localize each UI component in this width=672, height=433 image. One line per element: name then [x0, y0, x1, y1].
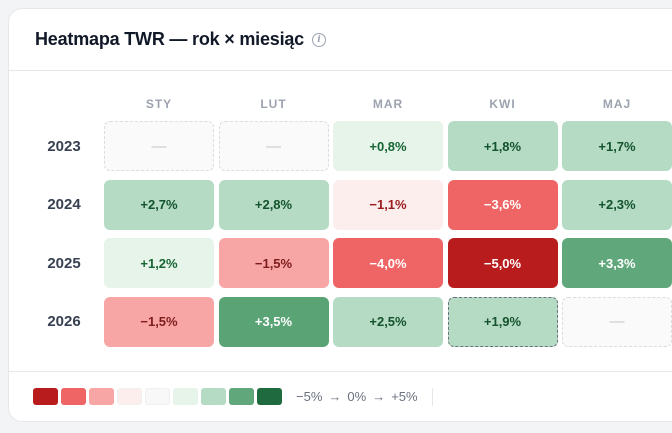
- heatmap-cell-2026-kwi[interactable]: +1,9%: [447, 296, 558, 347]
- legend-bar: −5% → 0% → +5%: [9, 371, 672, 421]
- heatmap-cell-2024-sty[interactable]: +2,7%: [104, 179, 214, 230]
- heatmap-cell-2024-mar[interactable]: −1,1%: [333, 179, 443, 230]
- legend-swatch: [229, 388, 254, 405]
- column-header-lut: LUT: [260, 97, 287, 111]
- column-header-kwi: KWI: [489, 97, 516, 111]
- legend-scale: −5% → 0% → +5%: [296, 387, 433, 406]
- row-header-2024: 2024: [47, 196, 81, 213]
- legend-swatch: [145, 388, 170, 405]
- heatmap-cell-2025-kwi[interactable]: −5,0%: [447, 238, 558, 288]
- legend-arrow: →: [372, 389, 386, 404]
- heatmap-cell-2023-kwi[interactable]: +1,8%: [447, 121, 558, 171]
- heatmap-cell-2024-maj[interactable]: +2,3%: [562, 179, 672, 230]
- legend-swatch: [173, 388, 198, 405]
- heatmap-cell-2026-mar[interactable]: +2,5%: [333, 296, 443, 347]
- heatmap-card: Heatmapa TWR — rok × miesiąc i STY LUT MAR…: [8, 8, 672, 422]
- legend-swatch: [89, 388, 114, 405]
- heatmap-cell-2026-sty[interactable]: −1,5%: [104, 296, 214, 347]
- legend-max-label: +5%: [391, 389, 418, 404]
- card-header: Heatmapa TWR — rok × miesiąc i: [9, 9, 672, 71]
- legend-swatch: [201, 388, 226, 405]
- legend-swatch: [33, 388, 58, 405]
- legend-swatch: [61, 388, 86, 405]
- legend-swatch: [257, 388, 282, 405]
- legend-mid-label: 0%: [347, 389, 367, 404]
- row-header-2026: 2026: [47, 313, 81, 330]
- heatmap-cell-2023-sty[interactable]: —: [104, 121, 214, 171]
- heatmap-cell-2024-lut[interactable]: +2,8%: [218, 179, 329, 230]
- legend-swatches: [33, 388, 282, 405]
- heatmap-cell-2024-kwi[interactable]: −3,6%: [447, 179, 558, 230]
- legend-swatch: [117, 388, 142, 405]
- legend-arrow: →: [328, 389, 342, 404]
- heatmap-cell-2026-maj[interactable]: —: [562, 296, 672, 347]
- card-title: Heatmapa TWR — rok × miesiąc: [35, 29, 304, 49]
- heatmap-cell-2025-sty[interactable]: +1,2%: [104, 238, 214, 288]
- legend-min-label: −5%: [296, 389, 323, 404]
- heatmap-grid: STY LUT MAR KWI MAJ 2023— — +0,8% +1,8% +1,7% 2024…: [9, 71, 672, 371]
- heatmap-cell-2026-lut[interactable]: +3,5%: [218, 296, 329, 347]
- row-header-2025: 2025: [47, 254, 81, 272]
- column-header-mar: MAR: [372, 97, 404, 111]
- column-header-sty: STY: [145, 97, 173, 111]
- info-icon[interactable]: i: [312, 32, 326, 47]
- heatmap-cell-2023-maj[interactable]: +1,7%: [562, 121, 672, 171]
- heatmap-cell-2023-lut[interactable]: —: [218, 121, 329, 171]
- heatmap-cell-2023-mar[interactable]: +0,8%: [333, 121, 443, 171]
- column-header-maj: MAJ: [602, 97, 632, 111]
- heatmap-cell-2025-maj[interactable]: +3,3%: [562, 238, 672, 288]
- row-header-2023: 2023: [47, 137, 81, 155]
- heatmap-cell-2025-lut[interactable]: −1,5%: [218, 238, 329, 288]
- heatmap-cell-2025-mar[interactable]: −4,0%: [333, 238, 443, 288]
